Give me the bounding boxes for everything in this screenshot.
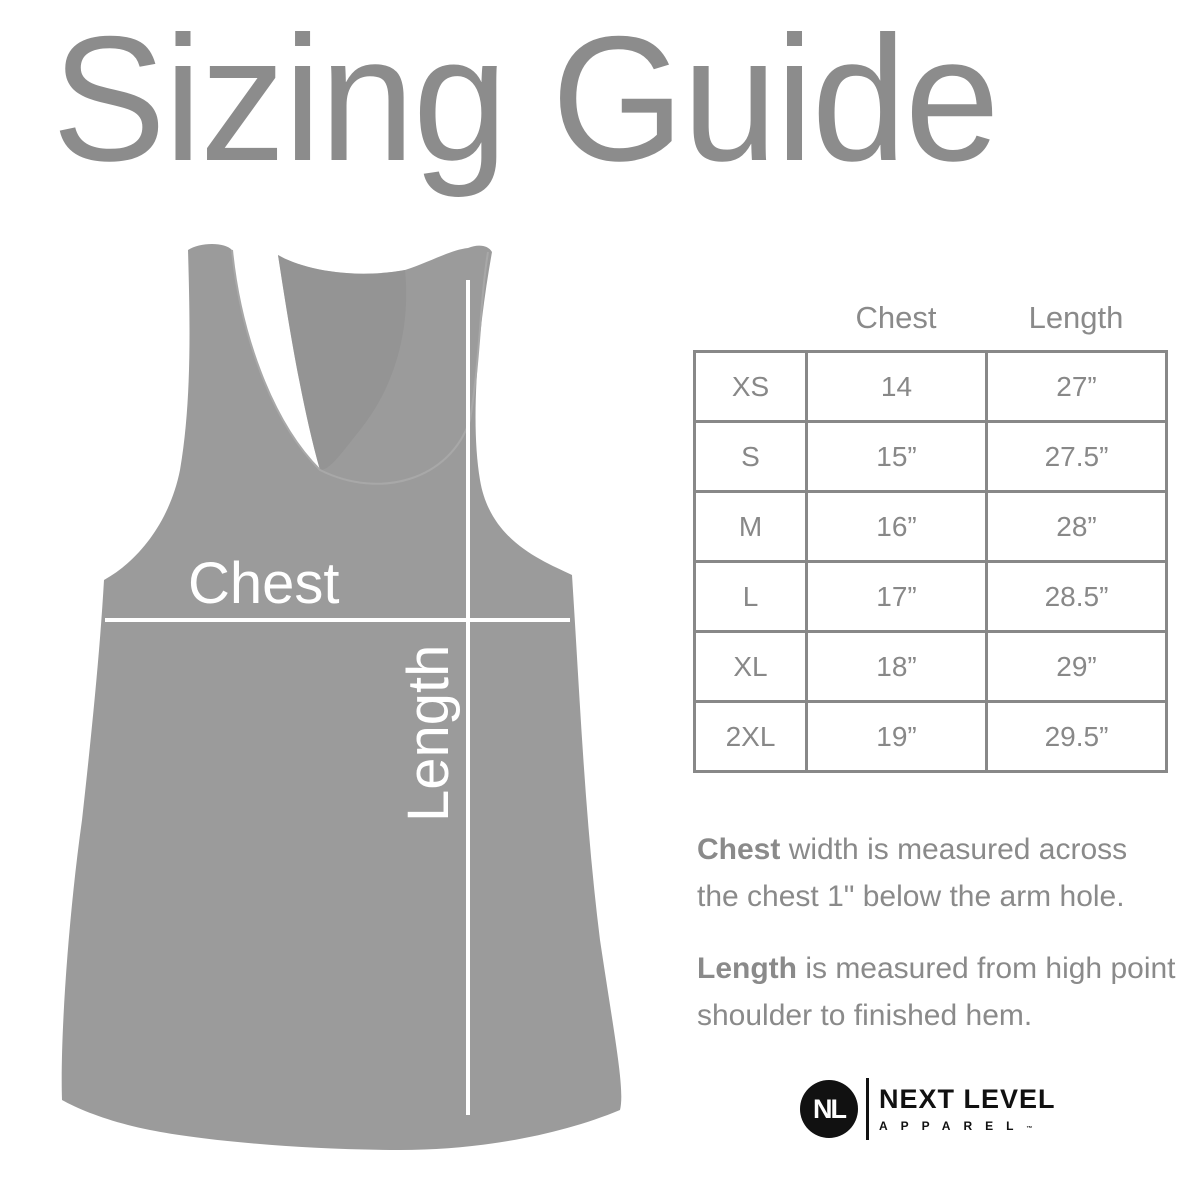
column-header-length: Length xyxy=(1028,300,1124,335)
size-cell: S xyxy=(693,420,808,493)
chest-cell: 18” xyxy=(805,630,988,703)
chest-note: Chest width is measured across the chest… xyxy=(697,826,1177,920)
chest-note-text: width is measured across the chest 1" be… xyxy=(697,833,1128,913)
chest-measure-label: Chest xyxy=(188,551,340,616)
chest-cell: 15” xyxy=(805,420,988,493)
size-cell: 2XL xyxy=(693,700,808,773)
size-cell: XS xyxy=(693,350,808,423)
logo-divider xyxy=(866,1078,869,1140)
size-table: XS 14 27” S 15” 27.5” M 16” 28” L 17” 28.5” XL 18… xyxy=(693,350,1168,773)
length-cell: 29” xyxy=(985,630,1168,703)
length-cell: 27.5” xyxy=(985,420,1168,493)
table-row: 2XL 19” 29.5” xyxy=(693,700,1168,773)
brand-logo: NL NEXT LEVEL APPAREL™ xyxy=(800,1078,1056,1140)
column-header-chest: Chest xyxy=(855,300,937,335)
logo-mark: NL xyxy=(800,1080,858,1138)
length-cell: 29.5” xyxy=(985,700,1168,773)
tank-top-body xyxy=(61,244,622,1150)
size-cell: XL xyxy=(693,630,808,703)
table-row: S 15” 27.5” xyxy=(693,420,1168,493)
logo-subtitle: APPAREL xyxy=(879,1118,1027,1133)
chest-cell: 19” xyxy=(805,700,988,773)
racerback-inner xyxy=(278,255,407,470)
length-cell: 28.5” xyxy=(985,560,1168,633)
neckline-seam xyxy=(231,249,489,485)
chest-cell: 17” xyxy=(805,560,988,633)
table-row: M 16” 28” xyxy=(693,490,1168,563)
length-cell: 27” xyxy=(985,350,1168,423)
page-title: Sizing Guide xyxy=(52,0,1000,198)
size-cell: M xyxy=(693,490,808,563)
length-note: Length is measured from high point shoul… xyxy=(697,945,1177,1039)
length-cell: 28” xyxy=(985,490,1168,563)
length-note-text: is measured from high point shoulder to … xyxy=(697,952,1176,1032)
chest-cell: 14 xyxy=(805,350,988,423)
table-row: XS 14 27” xyxy=(693,350,1168,423)
chest-note-term: Chest xyxy=(697,833,781,866)
size-cell: L xyxy=(693,560,808,633)
length-measure-label: Length xyxy=(396,644,461,822)
table-row: XL 18” 29” xyxy=(693,630,1168,703)
logo-name: NEXT LEVEL xyxy=(879,1083,1056,1114)
chest-cell: 16” xyxy=(805,490,988,563)
table-row: L 17” 28.5” xyxy=(693,560,1168,633)
logo-trademark: ™ xyxy=(1026,1125,1033,1132)
length-note-term: Length xyxy=(697,952,797,985)
